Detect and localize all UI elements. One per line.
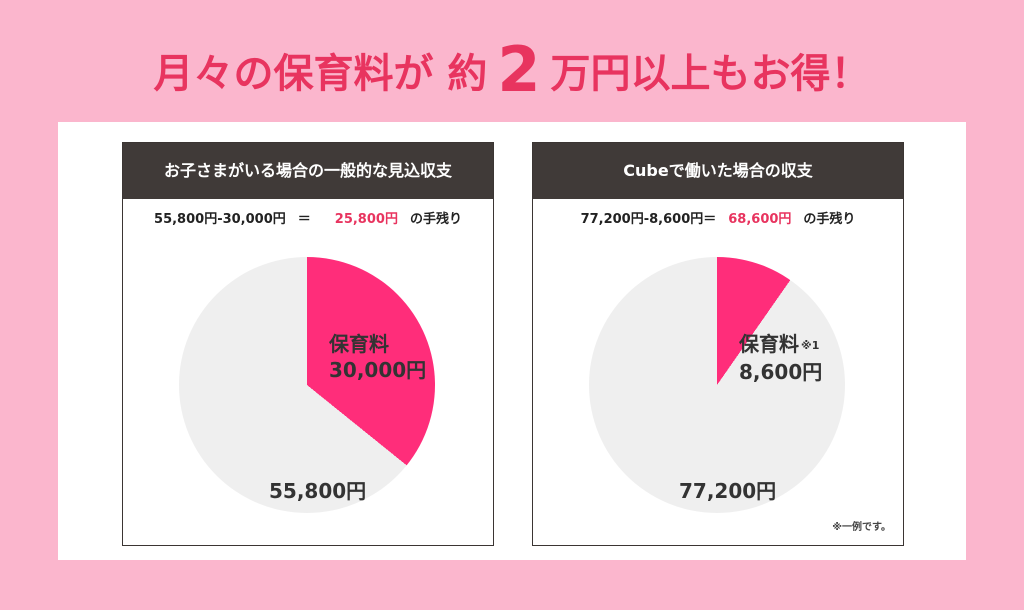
formula-row: 55,800円-30,000円 ＝ 25,800円 の手残り [123, 199, 493, 241]
income-value: 55,800円 [269, 479, 367, 503]
fee-value: 8,600円 [739, 360, 823, 384]
formula-remainder: 68,600円 [728, 212, 792, 227]
headline-before: 月々の保育料が 約 [153, 51, 488, 97]
headline-after: 万円以上もお得！ [550, 51, 871, 97]
pie-fee-label: 保育料 30,000円 [329, 331, 426, 383]
fee-footnote-mark: ※1 [801, 339, 820, 352]
card-header: Cubeで働いた場合の収支 [533, 143, 903, 199]
example-footnote: ※一例です。 [832, 522, 891, 533]
pie-fee-label: 保育料 ※1 8,600円 [739, 331, 822, 385]
income-value: 77,200円 [679, 479, 777, 503]
pie-chart [179, 257, 435, 513]
headline: 月々の保育料が 約 2 万円以上もお得！ [0, 30, 1024, 110]
formula-suffix: の手残り [409, 212, 462, 227]
formula-remainder: 25,800円 [334, 212, 398, 227]
pie-chart [589, 257, 845, 513]
general-income-card: お子さまがいる場合の一般的な見込収支 55,800円-30,000円 ＝ 25,80… [122, 142, 494, 546]
card-header: お子さまがいる場合の一般的な見込収支 [123, 143, 493, 199]
formula-operator: ＝ [297, 212, 311, 227]
fee-value: 30,000円 [329, 358, 427, 382]
headline-number: 2 [497, 33, 541, 106]
fee-label: 保育料 [739, 332, 799, 356]
formula-expression: 55,800円-30,000円 [154, 212, 286, 227]
formula-expression: 77,200円-8,600円＝ [580, 212, 717, 227]
formula-suffix: の手残り [803, 212, 856, 227]
comparison-panel: お子さまがいる場合の一般的な見込収支 55,800円-30,000円 ＝ 25,80… [58, 122, 966, 560]
formula-row: 77,200円-8,600円＝ 68,600円 の手残り [533, 199, 903, 241]
cube-income-card: Cubeで働いた場合の収支 77,200円-8,600円＝ 68,600円 の手残り… [532, 142, 904, 546]
fee-label: 保育料 [329, 332, 389, 356]
